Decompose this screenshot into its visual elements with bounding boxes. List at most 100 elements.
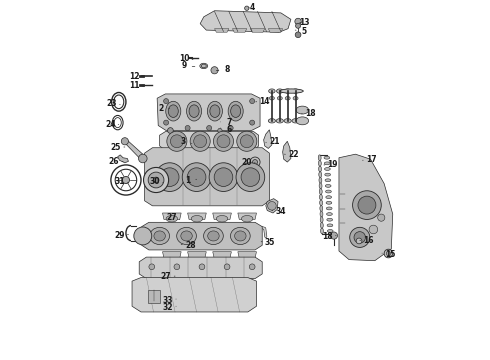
Polygon shape — [339, 154, 393, 261]
Ellipse shape — [285, 96, 290, 100]
Text: 14: 14 — [256, 96, 270, 105]
Circle shape — [228, 126, 233, 131]
Text: 22: 22 — [285, 150, 299, 159]
Ellipse shape — [276, 119, 283, 123]
Polygon shape — [132, 278, 256, 312]
Ellipse shape — [292, 119, 299, 123]
Text: 20: 20 — [241, 158, 255, 167]
Text: 9: 9 — [181, 62, 195, 71]
Ellipse shape — [293, 89, 299, 93]
Polygon shape — [213, 213, 231, 220]
Text: 26: 26 — [109, 157, 123, 166]
Circle shape — [250, 157, 260, 167]
Circle shape — [358, 196, 376, 214]
Ellipse shape — [327, 218, 333, 221]
Circle shape — [153, 177, 159, 183]
Text: 32: 32 — [163, 303, 176, 312]
Ellipse shape — [320, 211, 323, 217]
Circle shape — [149, 264, 155, 270]
Circle shape — [182, 163, 211, 192]
Text: 31: 31 — [114, 177, 128, 186]
Circle shape — [214, 168, 233, 186]
Ellipse shape — [319, 200, 322, 206]
Text: 7: 7 — [220, 118, 232, 127]
Circle shape — [350, 227, 370, 247]
Text: 6: 6 — [220, 125, 231, 134]
Polygon shape — [163, 213, 181, 220]
Text: 13: 13 — [299, 18, 309, 27]
Ellipse shape — [320, 228, 323, 234]
Ellipse shape — [326, 207, 332, 210]
Circle shape — [174, 264, 180, 270]
Circle shape — [139, 154, 147, 163]
Text: 3: 3 — [181, 137, 192, 146]
Text: 21: 21 — [266, 137, 280, 146]
Circle shape — [250, 120, 255, 125]
Ellipse shape — [154, 231, 166, 241]
Polygon shape — [250, 29, 265, 32]
Text: 1: 1 — [185, 176, 196, 185]
Ellipse shape — [166, 216, 177, 222]
Ellipse shape — [181, 231, 192, 241]
Ellipse shape — [187, 101, 201, 121]
Circle shape — [164, 99, 169, 104]
Text: 5: 5 — [295, 27, 307, 36]
Text: 18: 18 — [322, 232, 336, 241]
Circle shape — [330, 232, 338, 239]
Ellipse shape — [201, 64, 206, 68]
Circle shape — [122, 176, 129, 184]
Text: 29: 29 — [114, 231, 128, 240]
Polygon shape — [269, 29, 283, 32]
Polygon shape — [148, 291, 160, 303]
Ellipse shape — [318, 155, 321, 161]
Ellipse shape — [327, 224, 333, 227]
Circle shape — [250, 99, 255, 104]
Circle shape — [378, 214, 385, 221]
Text: 33: 33 — [163, 296, 176, 305]
Ellipse shape — [325, 184, 331, 187]
Ellipse shape — [320, 222, 323, 228]
Ellipse shape — [319, 183, 322, 189]
Circle shape — [241, 168, 260, 186]
Ellipse shape — [166, 101, 181, 121]
Circle shape — [164, 120, 169, 125]
Circle shape — [171, 135, 183, 148]
Polygon shape — [157, 94, 260, 131]
Ellipse shape — [320, 206, 323, 211]
Circle shape — [199, 264, 205, 270]
Ellipse shape — [280, 89, 303, 93]
Ellipse shape — [231, 105, 241, 117]
Circle shape — [236, 163, 265, 192]
Ellipse shape — [270, 96, 274, 100]
Ellipse shape — [208, 231, 219, 241]
Ellipse shape — [319, 194, 322, 200]
Ellipse shape — [319, 172, 321, 177]
Text: 28: 28 — [181, 241, 196, 250]
Polygon shape — [122, 139, 145, 159]
Ellipse shape — [168, 105, 178, 117]
Ellipse shape — [324, 156, 330, 159]
Ellipse shape — [318, 166, 321, 172]
Text: 24: 24 — [105, 120, 119, 129]
Ellipse shape — [320, 217, 323, 222]
Circle shape — [190, 131, 210, 151]
Polygon shape — [160, 132, 259, 150]
Circle shape — [353, 191, 381, 220]
Circle shape — [194, 135, 207, 148]
Ellipse shape — [296, 117, 309, 125]
Ellipse shape — [284, 119, 291, 123]
Ellipse shape — [326, 196, 332, 199]
Circle shape — [237, 131, 257, 151]
Ellipse shape — [210, 105, 220, 117]
Text: 2: 2 — [158, 104, 170, 113]
Polygon shape — [188, 252, 206, 258]
Circle shape — [144, 167, 169, 193]
Ellipse shape — [319, 189, 322, 194]
Circle shape — [240, 135, 253, 148]
Polygon shape — [188, 213, 206, 220]
Ellipse shape — [269, 119, 275, 123]
Circle shape — [356, 238, 362, 244]
Polygon shape — [238, 252, 256, 258]
Ellipse shape — [207, 101, 222, 121]
Text: 15: 15 — [382, 250, 395, 259]
